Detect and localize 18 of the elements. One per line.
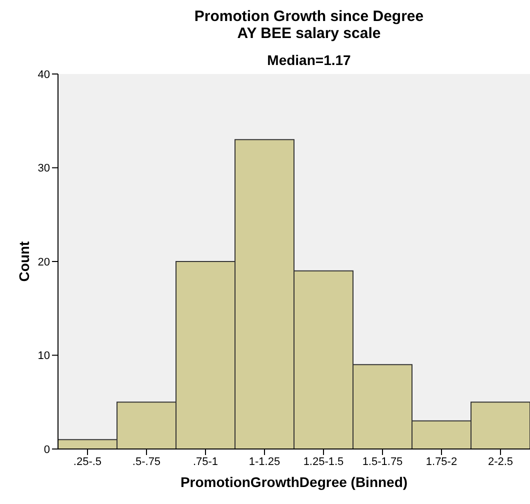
x-tick-label: 1.75-2	[426, 456, 458, 468]
y-tick-label: 40	[38, 68, 50, 81]
y-tick-label: 30	[38, 162, 50, 175]
x-tick-label: .75-1	[192, 456, 218, 468]
y-tick-label: 20	[38, 256, 50, 268]
x-axis-title: PromotionGrowthDegree (Binned)	[180, 474, 408, 490]
x-tick-label: 1.5-1.75	[362, 456, 403, 468]
x-tick-label: 2-2.5	[488, 456, 514, 468]
x-tick-label: .5-.75	[132, 456, 161, 468]
chart-subtitle: AY BEE salary scale	[236, 25, 382, 42]
chart-title: Promotion Growth since Degree	[193, 8, 425, 25]
y-tick-label: 10	[38, 350, 50, 362]
y-tick-label: 0	[44, 444, 50, 456]
x-tick-label: .25-.5	[73, 456, 102, 468]
x-tick-label: 1.25-1.5	[303, 456, 344, 468]
text: Median=1.17	[266, 52, 352, 69]
y-axis-title: Count	[16, 240, 32, 282]
x-tick-label: 1-1.25	[248, 456, 280, 468]
